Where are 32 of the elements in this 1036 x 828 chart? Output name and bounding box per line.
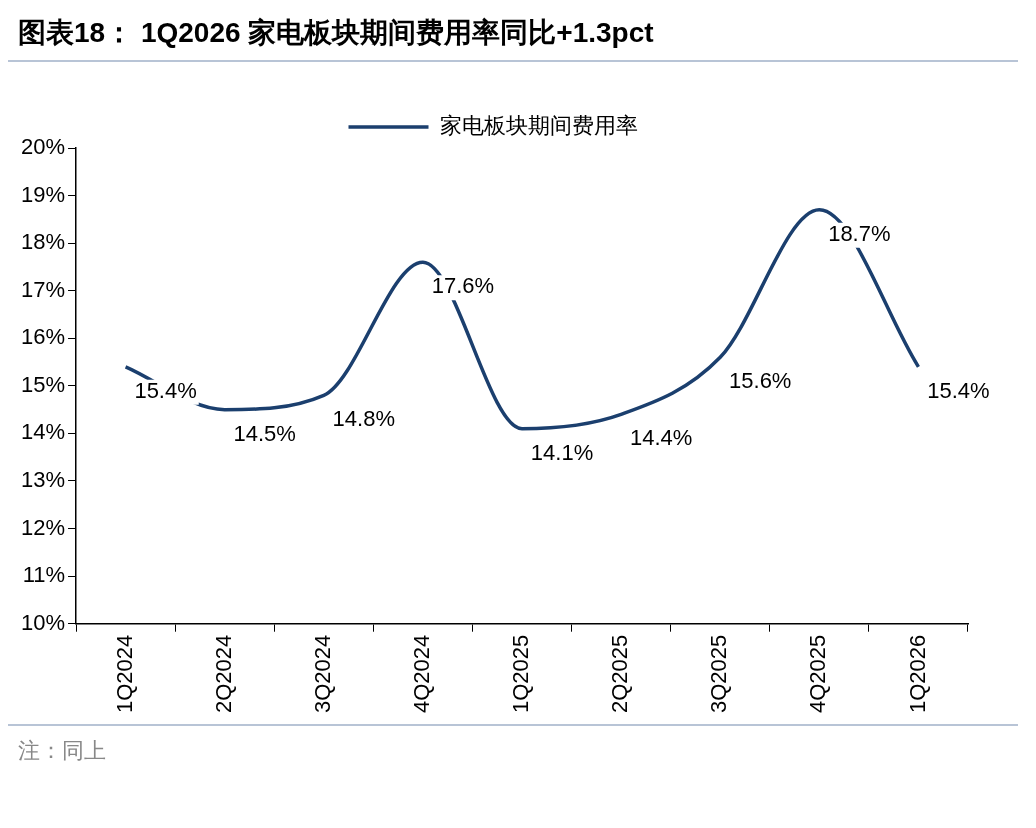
data-label: 14.8%: [332, 406, 395, 432]
data-label: 18.7%: [828, 220, 891, 246]
data-label: 15.4%: [134, 377, 197, 403]
data-label: 14.4%: [629, 425, 693, 451]
y-tick-label: 15%: [20, 371, 66, 397]
y-tick-label: 19%: [20, 181, 66, 207]
x-tick-label: 2Q2025: [607, 634, 633, 714]
x-tick-label: 4Q2025: [805, 634, 831, 714]
x-tick-label: 4Q2024: [408, 634, 434, 714]
data-label: 14.5%: [233, 420, 296, 446]
x-tick-label: 1Q2026: [904, 634, 930, 714]
y-tick-label: 20%: [20, 134, 66, 160]
chart-title: 图表18： 1Q2026 家电板块期间费用率同比+1.3pct: [8, 8, 1018, 62]
data-label: 17.6%: [431, 273, 495, 299]
y-tick-label: 18%: [20, 229, 66, 255]
x-tick-label: 3Q2024: [309, 634, 335, 714]
data-label: 14.1%: [530, 439, 594, 465]
y-tick-label: 16%: [20, 324, 66, 350]
y-tick-label: 14%: [20, 419, 66, 445]
y-tick-label: 12%: [20, 514, 66, 540]
data-label: 15.6%: [729, 368, 792, 394]
x-tick-label: 1Q2024: [111, 634, 137, 714]
data-label: 15.4%: [927, 377, 990, 403]
y-tick-label: 10%: [20, 609, 66, 635]
text: 注：同上: [18, 737, 107, 765]
x-tick-label: 1Q2025: [508, 634, 534, 714]
x-tick-label: 3Q2025: [706, 634, 732, 714]
x-tick-label: 2Q2024: [210, 634, 236, 714]
y-tick-label: 17%: [20, 276, 66, 302]
y-tick-label: 11%: [22, 562, 66, 588]
y-tick-label: 13%: [20, 467, 66, 493]
legend-label: 家电板块期间费用率: [439, 113, 638, 139]
